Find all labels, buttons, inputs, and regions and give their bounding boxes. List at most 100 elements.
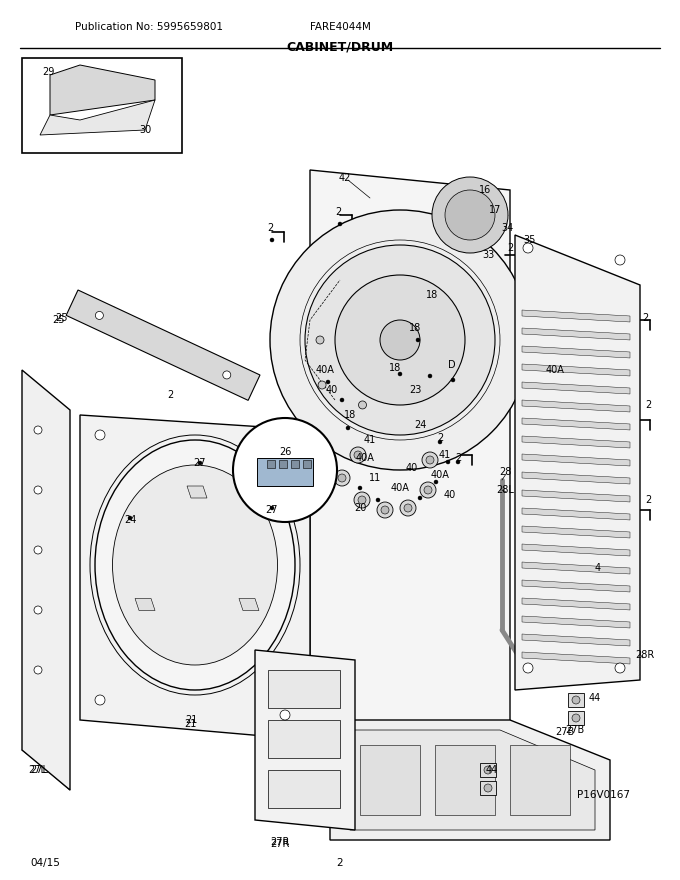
Text: 2: 2 bbox=[642, 313, 648, 323]
Circle shape bbox=[128, 516, 132, 520]
Circle shape bbox=[422, 452, 438, 468]
Polygon shape bbox=[80, 415, 310, 740]
Circle shape bbox=[318, 381, 326, 389]
Polygon shape bbox=[50, 65, 155, 115]
Circle shape bbox=[572, 696, 580, 704]
Text: 24: 24 bbox=[124, 515, 136, 525]
Circle shape bbox=[34, 666, 42, 674]
Circle shape bbox=[338, 222, 342, 226]
Circle shape bbox=[335, 275, 465, 405]
Circle shape bbox=[418, 496, 422, 500]
Text: 28: 28 bbox=[499, 467, 511, 477]
Polygon shape bbox=[135, 598, 155, 611]
Polygon shape bbox=[522, 436, 630, 448]
Circle shape bbox=[95, 695, 105, 705]
Circle shape bbox=[484, 766, 492, 774]
Bar bbox=[480, 763, 496, 777]
Circle shape bbox=[270, 210, 530, 470]
Bar bbox=[279, 460, 287, 468]
Circle shape bbox=[446, 460, 450, 464]
Text: 2: 2 bbox=[507, 243, 513, 253]
Polygon shape bbox=[522, 562, 630, 574]
Circle shape bbox=[340, 398, 344, 402]
Text: 2: 2 bbox=[455, 453, 461, 463]
Circle shape bbox=[428, 374, 432, 378]
Circle shape bbox=[400, 500, 416, 516]
Circle shape bbox=[380, 320, 420, 360]
Polygon shape bbox=[522, 346, 630, 358]
Polygon shape bbox=[310, 170, 510, 760]
Circle shape bbox=[451, 378, 455, 382]
Bar bbox=[360, 745, 420, 815]
Polygon shape bbox=[239, 598, 259, 611]
Text: 11: 11 bbox=[369, 473, 381, 483]
Circle shape bbox=[416, 338, 420, 342]
Text: 17: 17 bbox=[489, 205, 501, 215]
Circle shape bbox=[198, 461, 202, 465]
Text: 16: 16 bbox=[479, 185, 491, 195]
Text: D: D bbox=[448, 360, 456, 370]
Text: 30: 30 bbox=[139, 125, 151, 135]
Circle shape bbox=[615, 663, 625, 673]
Polygon shape bbox=[522, 616, 630, 628]
Text: 24: 24 bbox=[414, 420, 426, 430]
Text: 2: 2 bbox=[645, 495, 651, 505]
Polygon shape bbox=[66, 290, 260, 400]
Polygon shape bbox=[522, 544, 630, 556]
Circle shape bbox=[350, 447, 366, 463]
Polygon shape bbox=[522, 418, 630, 430]
Text: 35: 35 bbox=[524, 235, 537, 245]
Circle shape bbox=[484, 784, 492, 792]
Text: 18: 18 bbox=[426, 290, 438, 300]
Ellipse shape bbox=[90, 435, 300, 695]
Text: 2: 2 bbox=[267, 223, 273, 233]
Polygon shape bbox=[522, 580, 630, 592]
Text: 40A: 40A bbox=[390, 483, 409, 493]
Text: 27L: 27L bbox=[30, 765, 48, 775]
Circle shape bbox=[316, 336, 324, 344]
Text: 44: 44 bbox=[486, 765, 498, 775]
Bar bbox=[268, 720, 340, 758]
Circle shape bbox=[445, 190, 495, 240]
Text: 4: 4 bbox=[595, 563, 601, 573]
Polygon shape bbox=[522, 454, 630, 466]
Circle shape bbox=[381, 506, 389, 514]
Bar bbox=[435, 745, 495, 815]
Text: 33: 33 bbox=[482, 250, 494, 260]
Text: 27B: 27B bbox=[565, 725, 584, 735]
Circle shape bbox=[223, 371, 231, 379]
Circle shape bbox=[404, 504, 412, 512]
Text: 27R: 27R bbox=[270, 837, 290, 847]
Text: 29: 29 bbox=[41, 67, 54, 77]
Text: 40: 40 bbox=[326, 385, 338, 395]
Circle shape bbox=[354, 492, 370, 508]
Polygon shape bbox=[255, 650, 355, 830]
Circle shape bbox=[420, 482, 436, 498]
Circle shape bbox=[377, 502, 393, 518]
Text: 44: 44 bbox=[589, 693, 601, 703]
Text: P16V0167: P16V0167 bbox=[577, 790, 630, 800]
Circle shape bbox=[434, 480, 438, 484]
Circle shape bbox=[376, 498, 380, 502]
Circle shape bbox=[358, 486, 362, 490]
Text: 27B: 27B bbox=[556, 727, 575, 737]
Polygon shape bbox=[522, 634, 630, 646]
Circle shape bbox=[305, 245, 495, 435]
Circle shape bbox=[34, 426, 42, 434]
Polygon shape bbox=[522, 328, 630, 340]
Text: 40: 40 bbox=[406, 463, 418, 473]
Text: 27R: 27R bbox=[270, 839, 290, 849]
Circle shape bbox=[523, 663, 533, 673]
Text: 18: 18 bbox=[389, 363, 401, 373]
Polygon shape bbox=[330, 720, 610, 840]
Polygon shape bbox=[22, 370, 70, 790]
Bar bbox=[257, 458, 313, 486]
Circle shape bbox=[34, 606, 42, 614]
Circle shape bbox=[456, 460, 460, 464]
Text: 20: 20 bbox=[354, 503, 367, 513]
Ellipse shape bbox=[95, 440, 295, 690]
Text: CABINET/DRUM: CABINET/DRUM bbox=[286, 40, 394, 53]
Text: 40A: 40A bbox=[545, 365, 564, 375]
Bar bbox=[480, 781, 496, 795]
Polygon shape bbox=[522, 310, 630, 322]
